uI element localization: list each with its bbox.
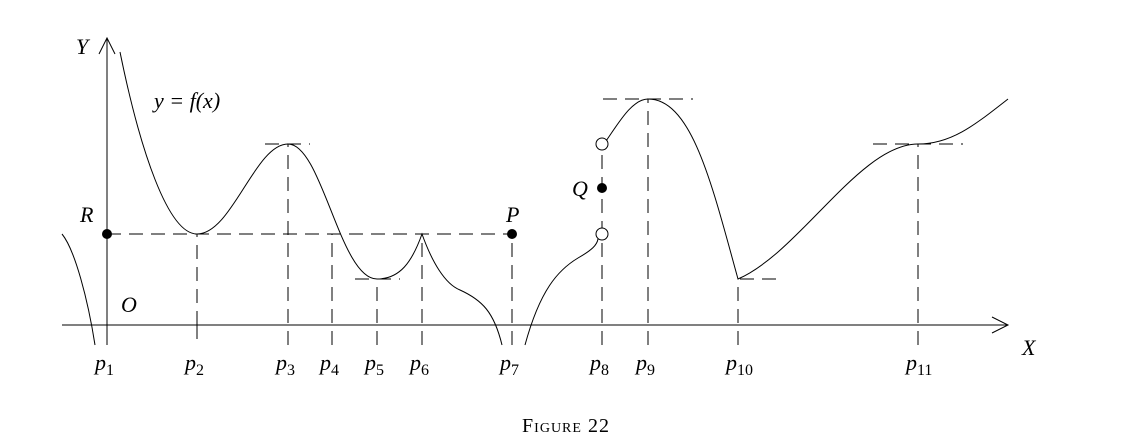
tick-label: p1: [93, 350, 114, 379]
tick-label: p7: [498, 350, 519, 379]
point-p: [507, 229, 517, 239]
point-r: [102, 229, 112, 239]
tick-letter: p: [498, 350, 511, 375]
tick-label: p5: [363, 350, 384, 379]
point-label: P: [505, 202, 519, 227]
x-ticks: p1 p2 p3 p4 p5 p6 p7 p8 p9 p10 p11: [93, 350, 932, 379]
tick-index: 1: [106, 362, 114, 379]
tick-index: 3: [287, 362, 295, 379]
tick-letter: p: [183, 350, 196, 375]
tick-label: p3: [274, 350, 295, 379]
caption: Figure 22: [522, 415, 610, 437]
point-q: [597, 183, 607, 193]
x-arrow: [991, 316, 1010, 334]
y-label: Y: [76, 34, 91, 59]
curve-piece: [524, 238, 599, 346]
tick-letter: p: [634, 350, 647, 375]
tick-letter: p: [588, 350, 601, 375]
tick-letter: p: [724, 350, 737, 375]
function-label: y = f(x): [152, 88, 220, 113]
tick-index: 10: [737, 362, 753, 379]
curve: [61, 51, 1009, 346]
guides: [107, 98, 963, 345]
tick-label: p10: [724, 350, 753, 379]
tick-label: p8: [588, 350, 609, 379]
axes: [62, 36, 1010, 345]
tick-letter: p: [274, 350, 287, 375]
curve-piece: [605, 98, 1009, 280]
tick-index: 8: [601, 362, 609, 379]
open-point: [595, 137, 609, 151]
tick-index: 9: [647, 362, 655, 379]
tick-label: p6: [408, 350, 429, 379]
tick-letter: p: [363, 350, 376, 375]
tick-label: p11: [904, 350, 932, 379]
curve-piece: [119, 51, 503, 346]
open-point: [595, 227, 609, 241]
tick-index: 5: [376, 362, 384, 379]
origin-label: O: [121, 292, 137, 317]
tick-index: 11: [917, 362, 932, 379]
curve-piece: [61, 233, 96, 346]
point-label: Q: [572, 176, 588, 201]
points: [102, 137, 609, 241]
tick-letter: p: [408, 350, 421, 375]
tick-label: p2: [183, 350, 204, 379]
tick-index: 6: [421, 362, 429, 379]
x-label: X: [1021, 335, 1037, 360]
tick-label: p9: [634, 350, 655, 379]
tick-label: p4: [318, 350, 339, 379]
tick-index: 4: [331, 362, 339, 379]
tick-letter: p: [904, 350, 917, 375]
tick-letter: p: [318, 350, 331, 375]
tick-index: 7: [511, 362, 519, 379]
tick-letter: p: [93, 350, 106, 375]
point-label: R: [79, 202, 94, 227]
y-arrow: [98, 36, 116, 55]
tick-index: 2: [196, 362, 204, 379]
